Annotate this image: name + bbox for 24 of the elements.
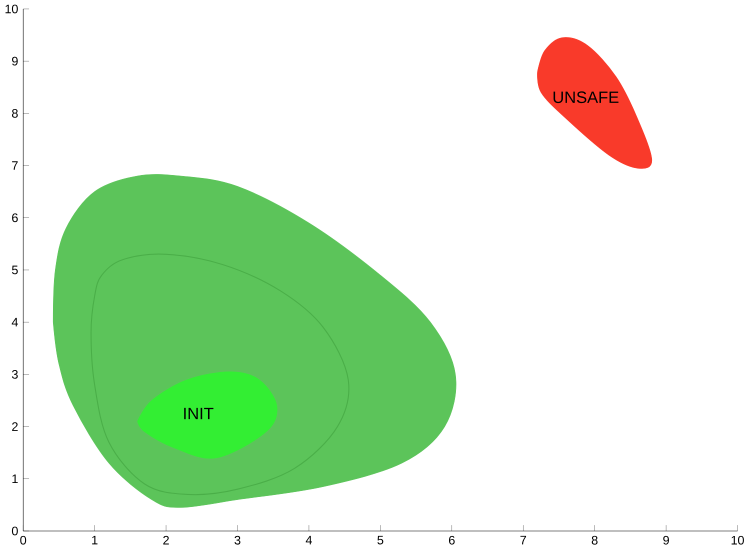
y-tick-label: 2 <box>12 422 18 431</box>
y-tick-label: 10 <box>6 4 18 14</box>
x-tick-label: 5 <box>377 536 384 544</box>
y-tick-label: 1 <box>12 474 18 483</box>
y-tick-label: 0 <box>12 526 18 536</box>
x-tick-label: 6 <box>448 536 455 545</box>
y-tick-label: 3 <box>12 370 18 379</box>
y-tick-label: 5 <box>12 266 18 274</box>
series-label: INIT <box>184 408 214 420</box>
x-tick-label: 8 <box>592 536 598 545</box>
x-tick-label: 0 <box>20 536 26 545</box>
y-tick-label: 8 <box>12 108 18 118</box>
x-tick-label: 10 <box>732 536 744 545</box>
x-tick-label: 2 <box>163 536 169 544</box>
series-label: UNSAFE <box>554 91 618 104</box>
x-tick-label: 1 <box>92 536 98 544</box>
y-tick-label: 9 <box>12 56 18 66</box>
x-tick-label: 7 <box>520 536 526 544</box>
x-tick-label: 4 <box>306 536 312 544</box>
y-tick-label: 4 <box>12 318 18 326</box>
y-tick-label: 7 <box>12 161 18 170</box>
x-tick-label: 9 <box>663 536 669 545</box>
y-tick-label: 6 <box>12 213 18 222</box>
x-tick-label: 3 <box>234 536 240 545</box>
